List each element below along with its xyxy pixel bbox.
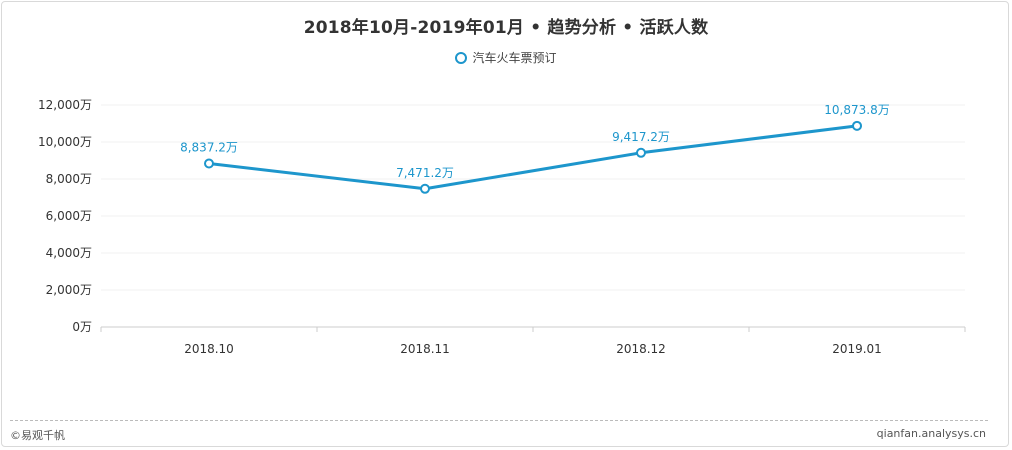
data-point [636, 147, 646, 158]
y-tick-label: 6,000万 [46, 209, 92, 223]
footer-divider [10, 420, 988, 421]
footer-url: qianfan.analysys.cn [876, 427, 986, 440]
x-tick-label: 2019.01 [832, 342, 882, 356]
data-label: 8,837.2万 [180, 141, 238, 155]
data-label: 9,417.2万 [612, 130, 670, 144]
y-tick-label: 10,000万 [38, 135, 92, 149]
chart-title: 2018年10月-2019年01月 • 趋势分析 • 活跃人数 [303, 18, 709, 38]
y-tick-label: 0万 [72, 320, 92, 334]
legend-label: 汽车火车票预订 [472, 51, 557, 65]
x-tick-label: 2018.10 [184, 342, 234, 356]
x-tick-label: 2018.12 [616, 342, 666, 356]
series-line [208, 124, 858, 191]
y-tick-label: 8,000万 [46, 172, 92, 186]
y-tick-label: 2,000万 [46, 283, 92, 297]
y-tick-label: 12,000万 [38, 98, 92, 112]
legend-marker-icon [455, 51, 468, 64]
data-label: 7,471.2万 [396, 166, 454, 180]
footer-source: ©易观千帆 [10, 429, 65, 442]
x-tick-label: 2018.11 [400, 342, 450, 356]
legend[interactable]: 汽车火车票预订 [0, 49, 1012, 66]
y-tick-label: 4,000万 [46, 246, 92, 260]
data-label: 10,873.8万 [824, 103, 889, 117]
data-point [420, 183, 430, 194]
data-point [204, 158, 214, 169]
data-point [852, 120, 862, 131]
